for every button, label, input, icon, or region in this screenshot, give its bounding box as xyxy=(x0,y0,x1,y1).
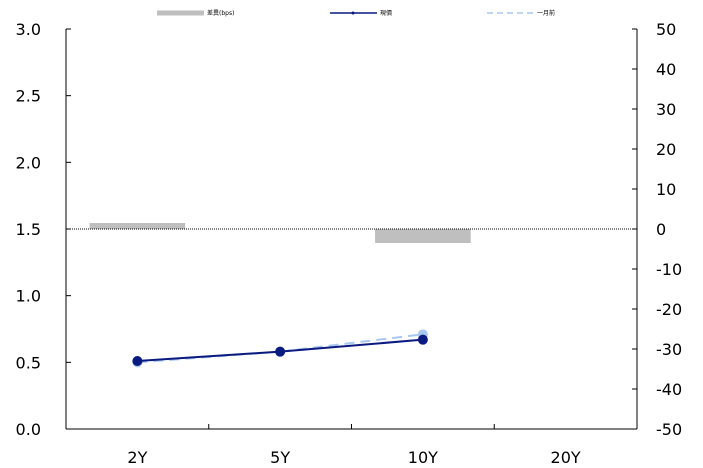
point-current xyxy=(132,356,143,366)
legend-label-current: 現價 xyxy=(380,9,392,17)
right-tick-label: 10 xyxy=(656,180,676,199)
right-tick-label: 50 xyxy=(656,20,676,39)
left-tick-label: 3.0 xyxy=(16,20,41,39)
right-tick-label: 0 xyxy=(656,220,666,239)
legend-marker-current xyxy=(351,11,355,15)
left-tick-label: 0.5 xyxy=(16,353,41,372)
right-tick-label: -20 xyxy=(656,300,682,319)
right-tick-label: -30 xyxy=(656,340,682,359)
x-tick-label: 10Y xyxy=(408,448,438,467)
point-current xyxy=(275,346,286,357)
left-tick-label: 1.0 xyxy=(16,287,41,306)
left-tick-label: 0.0 xyxy=(16,420,41,439)
x-tick-label: 5Y xyxy=(270,448,290,467)
legend-label-diff: 差異(bps) xyxy=(207,9,234,17)
right-tick-label: -50 xyxy=(656,420,682,439)
right-tick-label: 40 xyxy=(656,60,676,79)
right-tick-label: -10 xyxy=(656,260,682,279)
left-tick-label: 2.0 xyxy=(16,153,41,172)
legend-label-month-ago: 一月前 xyxy=(537,9,555,17)
right-tick-label: 20 xyxy=(656,140,676,159)
right-tick-label: 30 xyxy=(656,100,676,119)
x-tick-label: 2Y xyxy=(127,448,147,467)
bar-10y xyxy=(375,229,471,243)
left-tick-label: 1.5 xyxy=(16,220,41,239)
x-tick-label: 20Y xyxy=(551,448,581,467)
right-tick-label: -40 xyxy=(656,380,682,399)
bar-2y xyxy=(89,223,186,229)
left-tick-label: 2.5 xyxy=(16,87,41,106)
point-current xyxy=(417,334,428,345)
legend: 差異(bps) 現價 一月前 xyxy=(157,9,555,17)
